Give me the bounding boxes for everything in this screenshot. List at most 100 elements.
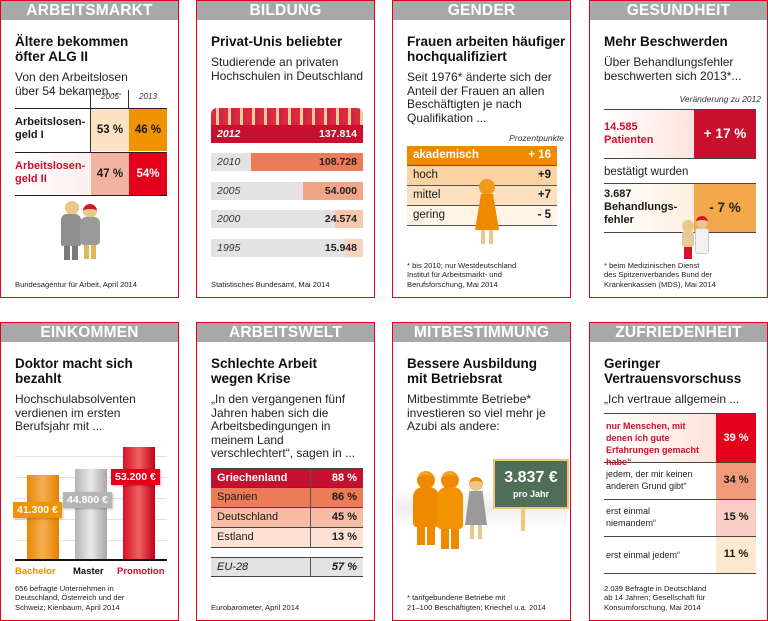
row-label: 3.687 Behandlungs-fehler xyxy=(604,188,678,226)
value-cell: 47 % xyxy=(91,153,129,195)
category-header: MITBESTIMMUNG xyxy=(393,323,570,342)
bar-year: 2000 xyxy=(217,213,241,225)
row-value: +9 xyxy=(537,169,551,181)
bar-value: 24.574 xyxy=(324,213,357,225)
bar-year: 2010 xyxy=(217,156,241,168)
panel-title: Mehr Beschwerden xyxy=(604,34,728,49)
value-tag-master: 44.800 € xyxy=(63,492,112,508)
row-label: erst einmal jedem“ xyxy=(606,550,681,560)
bar-row-2012: 2012 137.814 xyxy=(211,125,363,143)
panel-gender: GENDER Frauen arbeiten häufiger hochqual… xyxy=(392,0,571,298)
source-note: 2.039 Befragte in Deutschland ab 14 Jahr… xyxy=(604,583,707,612)
x-label-promotion: Promotion xyxy=(117,566,165,577)
value-cell: 46 % xyxy=(129,109,167,151)
bar-value: 137.814 xyxy=(319,128,357,140)
table-row: akademisch + 16 xyxy=(407,146,557,166)
board-unit: pro Jahr xyxy=(512,489,549,499)
panel-title: Geringer Vertrauensvorschuss xyxy=(604,356,742,386)
row-label: akademisch xyxy=(413,149,479,161)
table-row: erst einmal niemandem“ 15 % xyxy=(604,500,756,537)
row-label: EU-28 xyxy=(217,561,249,573)
row-value: 88 % xyxy=(331,472,357,484)
panel-subtitle: Studierende an privaten Hochschulen in D… xyxy=(211,55,364,83)
errors-row: 3.687 Behandlungs-fehler - 7 % xyxy=(604,183,756,233)
board-value: 3.837 € xyxy=(504,469,558,486)
bar-master xyxy=(75,469,107,559)
row-label: hoch xyxy=(413,169,438,181)
row-value: 13 % xyxy=(331,531,357,543)
row-value: - 5 xyxy=(537,209,551,221)
panel-subtitle: Seit 1976* änderte sich der Anteil der F… xyxy=(407,70,552,125)
table-row: Spanien 86 % xyxy=(211,488,363,508)
table-row: Arbeitslosen-geld II 47 % 54% xyxy=(15,152,167,196)
panel-subtitle: Mitbestimmte Betriebe* investieren so vi… xyxy=(407,392,546,433)
panel-zufriedenheit: ZUFRIEDENHEIT Geringer Vertrauensvorschu… xyxy=(589,322,768,621)
panel-subtitle: „Ich vertraue allgemein ... xyxy=(604,392,740,406)
row-label: 14.585 Patienten xyxy=(604,121,654,146)
table-row: Estland 13 % xyxy=(211,528,363,548)
source-note: Bundesagentur für Arbeit, April 2014 xyxy=(15,279,138,289)
row-label: Arbeitslosen-geld I xyxy=(15,116,86,141)
panel-title: Bessere Ausbildung mit Betriebsrat xyxy=(407,356,538,386)
bar-year: 2012 xyxy=(217,128,241,140)
row-label: Arbeitslosen-geld II xyxy=(15,160,86,185)
source-note: 656 befragte Unternehmen in Deutschland,… xyxy=(15,583,125,612)
panel-subtitle: Von den Arbeitslosen über 54 bekamen ... xyxy=(15,70,128,98)
bar-promotion xyxy=(123,447,155,559)
panel-mitbestimmung: MITBESTIMMUNG Bessere Ausbildung mit Bet… xyxy=(392,322,571,621)
category-header: ARBEITSWELT xyxy=(197,323,374,342)
bar-year: 1995 xyxy=(217,242,241,254)
table-row: jedem, der mir keinen anderen Grund gibt… xyxy=(604,463,756,500)
row-label: Spanien xyxy=(217,491,258,503)
chalkboard: 3.837 € pro Jahr xyxy=(493,459,569,509)
bar-row-2010: 2010 108.728 xyxy=(211,153,363,171)
table-row: hoch +9 xyxy=(407,166,557,186)
table-row: Arbeitslosen-geld I 53 % 46 % xyxy=(15,108,167,152)
source-note: Statistisches Bundesamt, Mai 2014 xyxy=(211,279,330,289)
category-header: ARBEITSMARKT xyxy=(1,1,178,20)
source-note: * bis 2010; nur Westdeutschland Institut… xyxy=(407,260,517,289)
salary-chart: 41.300 € 44.800 € 53.200 € xyxy=(13,435,167,561)
row-label: mittel xyxy=(413,189,441,201)
category-header: EINKOMMEN xyxy=(1,323,178,342)
source-note: Eurobarometer, April 2014 xyxy=(211,602,300,612)
panel-arbeitsmarkt: ARBEITSMARKT Ältere bekommen öfter ALG I… xyxy=(0,0,179,298)
panel-subtitle: Hochschulabsolventen verdienen im ersten… xyxy=(15,392,136,433)
value-cell: 54% xyxy=(129,153,167,195)
panel-title: Frauen arbeiten häufiger hochqualifizier… xyxy=(407,34,566,64)
crowd-illustration xyxy=(211,108,363,125)
row-value: + 16 xyxy=(528,149,551,161)
value-tag-bachelor: 41.300 € xyxy=(13,502,62,518)
panel-einkommen: EINKOMMEN Doktor macht sich bezahlt Hoch… xyxy=(0,322,179,621)
row-label: Deutschland xyxy=(217,511,279,523)
row-value: 15 % xyxy=(716,500,756,536)
row-value: + 17 % xyxy=(694,110,756,158)
bar-row-2000: 2000 24.574 xyxy=(211,210,363,228)
panel-subtitle: „In den vergangenen fünf Jahren haben si… xyxy=(211,392,356,460)
category-header: BILDUNG xyxy=(197,1,374,20)
row-value: 57 % xyxy=(331,561,357,573)
patients-row: 14.585 Patienten + 17 % xyxy=(604,109,756,159)
category-header: GENDER xyxy=(393,1,570,20)
value-cell: 53 % xyxy=(91,109,129,151)
panel-title: Ältere bekommen öfter ALG II xyxy=(15,34,129,64)
bar-year: 2005 xyxy=(217,185,241,197)
bar-row-1995: 1995 15.948 xyxy=(211,239,363,257)
panel-arbeitswelt: ARBEITSWELT Schlechte Arbeit wegen Krise… xyxy=(196,322,375,621)
source-note: * beim Medizinischen Dienst des Spitzenv… xyxy=(604,260,716,289)
column-header-2005: 2005 xyxy=(101,92,119,101)
total-row: EU-28 57 % xyxy=(211,557,363,577)
row-value: 11 % xyxy=(716,537,756,573)
panel-title: Schlechte Arbeit wegen Krise xyxy=(211,356,318,386)
row-value: 34 % xyxy=(716,463,756,499)
table-row: erst einmal jedem“ 11 % xyxy=(604,537,756,574)
column-header-2013: 2013 xyxy=(139,92,157,101)
source-note: * tarifgebundene Betriebe mit 21–100 Bes… xyxy=(407,593,546,612)
table-row: nur Menschen, mit denen ich gute Erfahru… xyxy=(604,413,756,467)
row-label: gering xyxy=(413,209,445,221)
row-label: Estland xyxy=(217,531,254,543)
row-label: erst einmal niemandem“ xyxy=(606,506,657,528)
between-label: bestätigt wurden xyxy=(604,166,689,178)
bar-value: 108.728 xyxy=(319,156,357,168)
x-label-master: Master xyxy=(73,566,104,577)
